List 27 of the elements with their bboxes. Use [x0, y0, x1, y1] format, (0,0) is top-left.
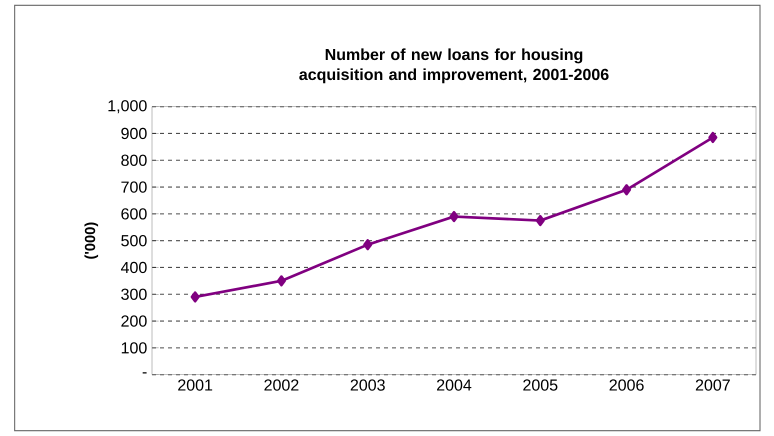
point	[363, 239, 372, 250]
y-tick-label: 900	[121, 128, 147, 140]
point	[190, 291, 200, 303]
y-tick-label: 1,000	[108, 100, 147, 114]
point	[708, 132, 718, 144]
y-tick-label: -	[142, 372, 147, 374]
x-tick-label: 2002	[264, 379, 298, 391]
y-tick-label: 400	[120, 262, 147, 274]
x-tick-label: 2007	[696, 379, 730, 391]
y-tick-label: 500	[121, 235, 147, 246]
point	[622, 184, 632, 196]
point	[449, 210, 459, 222]
x-tick-label: 2006	[610, 379, 644, 391]
x-tick-label: 2005	[523, 379, 558, 391]
point	[536, 214, 545, 226]
x-tick-label: 2001	[178, 379, 212, 391]
x-tick-label: 2003	[350, 379, 385, 391]
y-tick-label: 800	[121, 154, 147, 166]
y-tick-label: 600	[121, 208, 147, 220]
chart-title: Number of new loans for housing acquisition and improvement, 2001-2006	[299, 48, 609, 84]
y-tick-label: 200	[121, 315, 147, 327]
y-axis-title: ('000)	[84, 222, 98, 259]
point	[276, 275, 286, 286]
y-tick-label: 700	[121, 181, 147, 193]
x-tick-label: 2004	[437, 379, 472, 391]
y-tick-label: 100	[122, 342, 147, 354]
y-tick-label: 300	[121, 288, 147, 300]
